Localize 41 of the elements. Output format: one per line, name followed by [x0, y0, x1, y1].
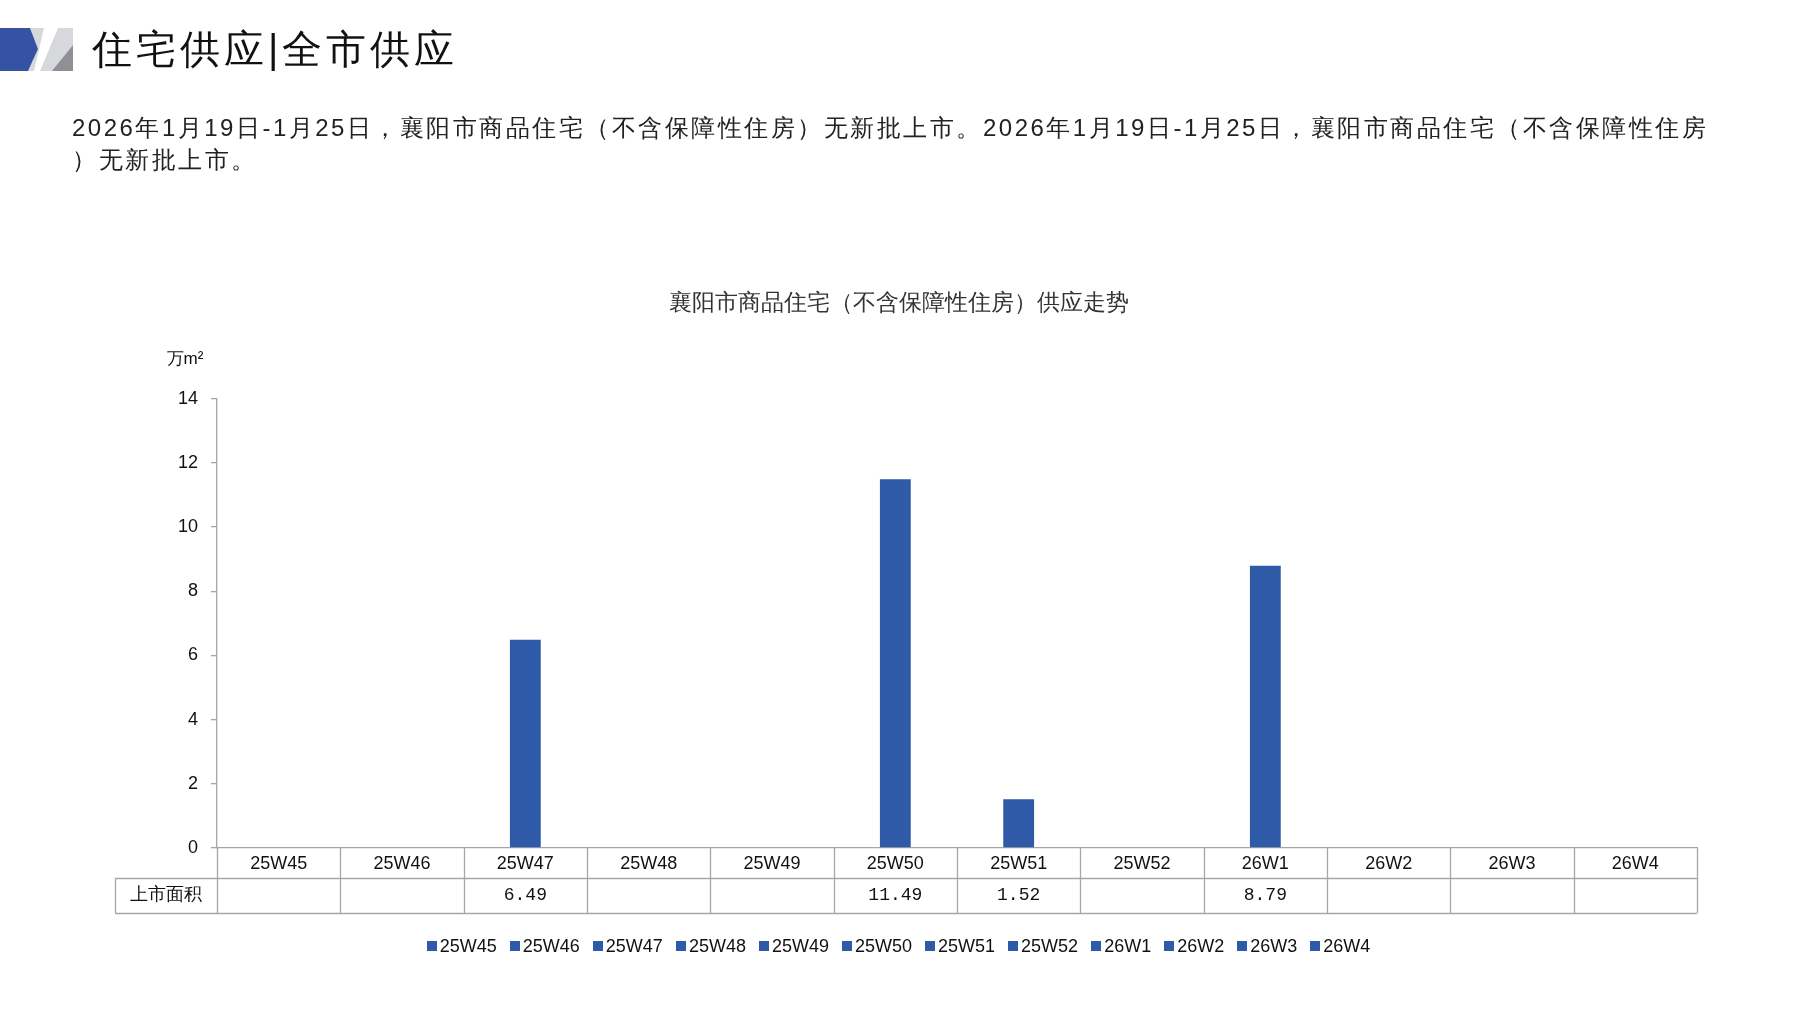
category-label: 25W49 — [771, 936, 829, 956]
x-tick-label: 25W48 — [620, 852, 678, 873]
data-label: 6.49 — [503, 885, 547, 906]
y-tick-label: 6 — [187, 644, 198, 665]
x-tick-label: 26W3 — [1488, 852, 1536, 873]
category-label: 26W2 — [1177, 936, 1225, 956]
y-tick-label: 8 — [187, 580, 198, 601]
x-tick-label: 25W51 — [990, 852, 1048, 873]
x-tick-label: 25W49 — [743, 852, 801, 873]
x-tick-label: 26W1 — [1241, 852, 1289, 873]
x-tick-label: 25W52 — [1113, 852, 1171, 873]
x-tick-label: 26W2 — [1365, 852, 1413, 873]
x-tick-label: 26W4 — [1611, 852, 1659, 873]
y-tick-label: 10 — [177, 515, 198, 536]
category-label: 26W4 — [1323, 936, 1371, 956]
data-label: 11.49 — [868, 885, 923, 906]
chart-title: 襄阳市商品住宅（不含保障性住房）供应走势 — [668, 289, 1129, 315]
data-label: 1.52 — [997, 885, 1041, 906]
text: 上市面积 — [130, 884, 202, 905]
y-tick-label: 12 — [177, 451, 198, 472]
x-tick-label: 25W45 — [250, 852, 308, 873]
category-label: 25W47 — [605, 936, 663, 956]
y-axis-title: 万m² — [166, 349, 204, 369]
text: 2026年1月19日-1月25日，襄阳市商品住宅（不含保障性住房）无新批上市。2026年1月19日-1月25日，襄阳市商品住宅（不含保障性住房）无新批上市。 — [72, 113, 1710, 175]
category-label: 25W50 — [854, 936, 913, 956]
x-tick-label: 25W50 — [866, 852, 924, 873]
category-label: 25W45 — [439, 936, 497, 956]
category-label: 26W1 — [1104, 936, 1152, 956]
y-tick-label: 2 — [187, 772, 198, 793]
text: 住宅供应|全市供应 — [92, 26, 459, 73]
category-label: 25W51 — [938, 936, 996, 956]
x-tick-label: 25W47 — [496, 852, 554, 873]
category-label: 25W48 — [688, 936, 746, 956]
category-label: 25W46 — [522, 936, 580, 956]
category-label: 25W52 — [1021, 936, 1079, 956]
data-label: 8.79 — [1243, 885, 1287, 906]
y-tick-label: 4 — [187, 708, 198, 729]
category-label: 26W3 — [1250, 936, 1298, 956]
y-tick-label: 0 — [187, 836, 198, 857]
y-tick-label: 14 — [177, 387, 198, 408]
x-tick-label: 25W46 — [373, 852, 431, 873]
